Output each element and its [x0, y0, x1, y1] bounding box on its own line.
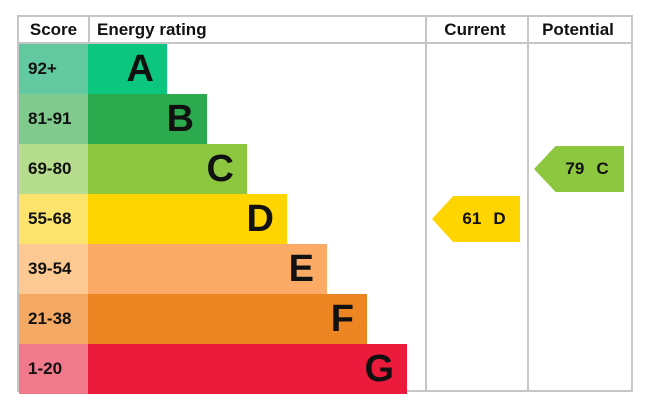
epc-table: Score Energy rating Current Potential 92… [17, 15, 633, 394]
band-bar-c: C [88, 144, 247, 194]
current-rating-value: 61 [462, 209, 482, 228]
header-divider-line [19, 42, 631, 44]
band-bar-d: D [88, 194, 287, 244]
band-rows: 92+ A 81-91 B 69-80 C 55-68 D [19, 44, 631, 394]
potential-column-divider [527, 17, 529, 390]
score-range: 69-80 [19, 144, 88, 194]
band-letter: F [330, 298, 354, 340]
band-bar-e: E [88, 244, 327, 294]
band-bar-a: A [88, 44, 167, 94]
band-letter: G [364, 348, 394, 390]
score-range: 39-54 [19, 244, 88, 294]
score-column-divider [88, 17, 90, 42]
band-row-b: 81-91 B [19, 94, 631, 144]
score-range: 81-91 [19, 94, 88, 144]
band-row-e: 39-54 E [19, 244, 631, 294]
score-range: 1-20 [19, 344, 88, 394]
band-bar-f: F [88, 294, 367, 344]
band-letter: B [166, 98, 194, 140]
potential-rating-value: 79 [565, 159, 585, 178]
band-letter: D [246, 198, 274, 240]
band-letter: E [288, 248, 314, 290]
potential-rating-letter: C [596, 159, 609, 178]
header-energy-rating: Energy rating [97, 19, 207, 39]
current-rating-letter: D [493, 209, 506, 228]
band-letter: A [126, 48, 154, 90]
header-current: Current [444, 19, 506, 39]
header-potential: Potential [542, 19, 614, 39]
score-range: 21-38 [19, 294, 88, 344]
band-bar-b: B [88, 94, 207, 144]
score-range: 55-68 [19, 194, 88, 244]
potential-rating-arrow: 79 C [534, 146, 624, 192]
band-row-d: 55-68 D [19, 194, 631, 244]
current-column-divider [425, 17, 427, 390]
band-row-a: 92+ A [19, 44, 631, 94]
band-letter: C [206, 148, 234, 190]
current-rating-arrow: 61 D [432, 196, 520, 242]
table-header: Score Energy rating Current Potential [19, 17, 631, 42]
band-bar-g: G [88, 344, 407, 394]
score-range: 92+ [19, 44, 88, 94]
band-row-c: 69-80 C [19, 144, 631, 194]
band-row-g: 1-20 G [19, 344, 631, 394]
band-row-f: 21-38 F [19, 294, 631, 344]
header-score: Score [29, 19, 78, 39]
